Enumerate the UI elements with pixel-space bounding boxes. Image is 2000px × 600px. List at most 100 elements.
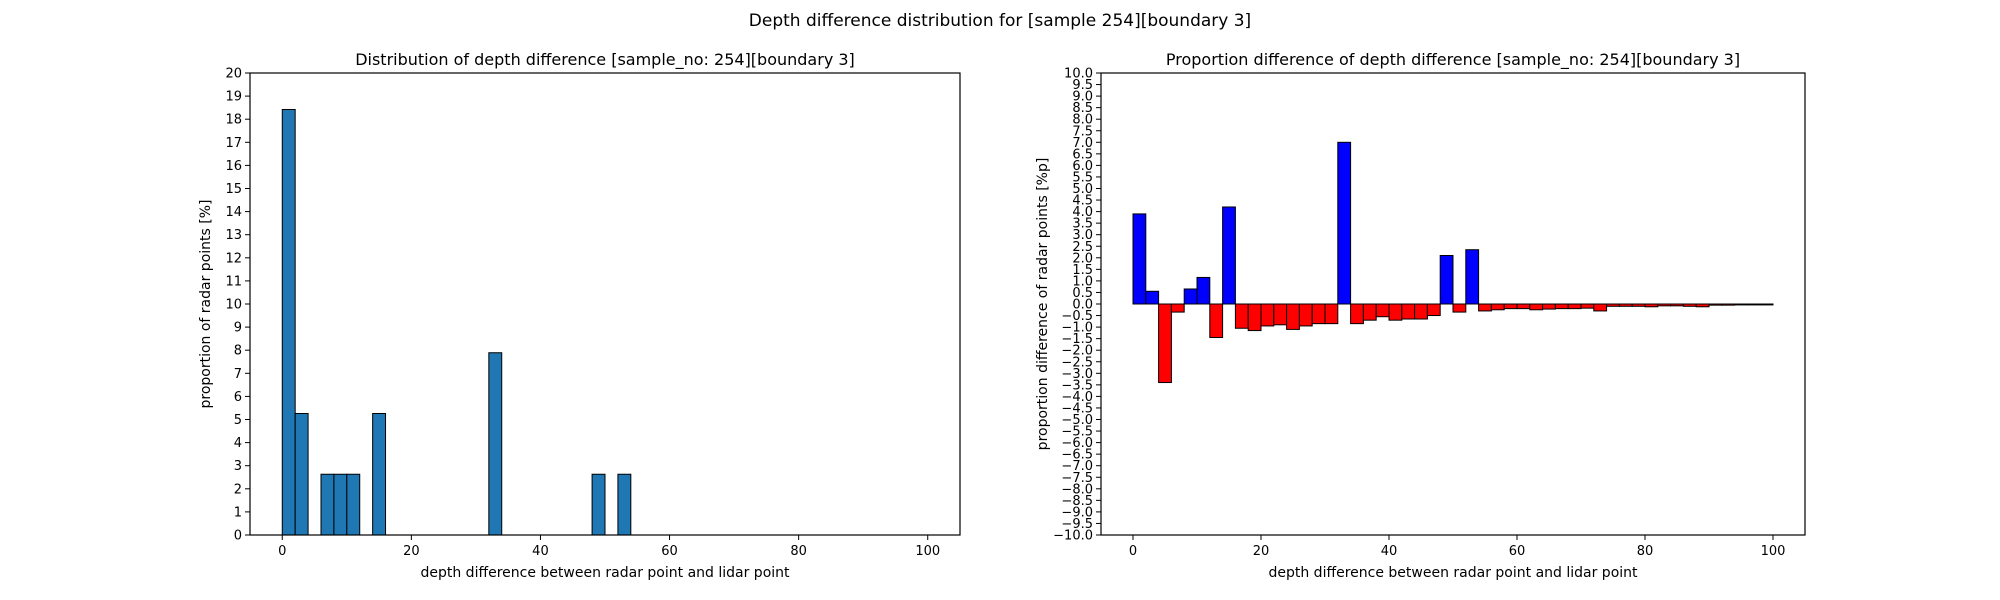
proportion-difference-chart: Proportion difference of depth differenc…	[1035, 50, 1806, 581]
y-tick-label: −1.5	[1061, 332, 1093, 347]
bar	[320, 473, 335, 536]
bar	[1375, 303, 1390, 318]
y-tick-label: 14	[225, 205, 242, 220]
bar	[1158, 303, 1172, 384]
bar	[1273, 303, 1288, 326]
bar	[1298, 303, 1313, 327]
x-axis-label: depth difference between radar point and…	[1268, 565, 1638, 581]
y-tick-label: −7.0	[1061, 459, 1093, 474]
y-tick-label: 7.0	[1072, 136, 1093, 151]
bar	[1465, 249, 1480, 305]
y-tick-label: 1	[234, 505, 242, 520]
y-tick-label: 18	[225, 113, 242, 128]
y-tick-label: 0	[234, 529, 242, 544]
y-tick-label: 9.0	[1072, 90, 1093, 105]
bar	[372, 412, 387, 536]
y-axis-label: proportion of radar points [%]	[198, 199, 214, 408]
bar	[281, 108, 296, 536]
y-tick-label: 6	[234, 390, 242, 405]
bar	[1414, 303, 1428, 320]
bar	[1593, 303, 1608, 312]
bar	[1657, 303, 1672, 307]
y-tick-label: 7	[234, 367, 242, 382]
bar	[1618, 303, 1633, 307]
bar	[294, 412, 309, 536]
y-tick-label: 4	[234, 436, 242, 451]
y-tick-label: 5	[234, 413, 242, 428]
bar	[1721, 303, 1736, 306]
y-tick-label: 5.5	[1072, 170, 1093, 185]
y-tick-label: −9.5	[1061, 517, 1093, 532]
x-tick-label: 60	[1509, 544, 1526, 559]
y-tick-label: −5.0	[1061, 413, 1093, 428]
x-tick-label: 20	[403, 544, 420, 559]
y-tick-label: 4.5	[1072, 194, 1093, 209]
bar	[1516, 303, 1531, 310]
y-tick-label: 3	[234, 459, 242, 474]
y-tick-label: −8.0	[1061, 482, 1093, 497]
x-axis-label: depth difference between radar point and…	[420, 565, 790, 581]
bar	[333, 473, 348, 536]
y-tick-label: −8.5	[1061, 494, 1093, 509]
y-tick-label: −7.5	[1061, 471, 1093, 486]
y-tick-label: 8.0	[1072, 113, 1093, 128]
y-tick-label: 19	[225, 90, 242, 105]
x-tick-label: 40	[1381, 544, 1398, 559]
bar	[1426, 303, 1441, 317]
bar	[1554, 303, 1569, 310]
y-tick-label: 5.0	[1072, 182, 1093, 197]
bar	[1606, 303, 1620, 307]
bar	[1183, 288, 1198, 305]
bar	[1695, 303, 1710, 308]
bar	[1311, 303, 1326, 325]
bar	[1362, 303, 1377, 321]
y-tick-label: −6.0	[1061, 436, 1093, 451]
chart-title: Proportion difference of depth differenc…	[1166, 50, 1740, 70]
y-tick-label: −10.0	[1053, 529, 1093, 544]
bar	[1670, 303, 1684, 307]
y-tick-label: 17	[225, 136, 242, 151]
y-tick-label: −0.5	[1061, 309, 1093, 324]
y-tick-label: 16	[225, 159, 242, 174]
bar	[1631, 303, 1646, 307]
bar	[1478, 303, 1492, 312]
y-tick-label: 12	[225, 251, 242, 266]
plot-frame	[249, 72, 961, 536]
bar	[1350, 303, 1364, 325]
bar	[1145, 290, 1160, 305]
bar	[617, 473, 632, 536]
bar	[1260, 303, 1275, 327]
bar	[1708, 303, 1723, 306]
y-tick-label: 10.0	[1064, 67, 1093, 82]
bar	[1132, 213, 1147, 305]
y-tick-label: 0.0	[1072, 298, 1093, 313]
bar	[1196, 276, 1211, 305]
y-tick-label: 20	[225, 67, 242, 82]
y-tick-label: −2.0	[1061, 344, 1093, 359]
bar	[1759, 303, 1774, 306]
bar	[1234, 303, 1249, 329]
y-tick-label: −4.0	[1061, 390, 1093, 405]
y-tick-label: 1.5	[1072, 263, 1093, 278]
y-tick-label: 2.5	[1072, 240, 1093, 255]
y-tick-label: 1.0	[1072, 274, 1093, 289]
bar	[1682, 303, 1697, 307]
bar	[1567, 303, 1582, 310]
y-tick-label: 13	[225, 228, 242, 243]
x-tick-label: 100	[1761, 544, 1786, 559]
bar	[1580, 303, 1595, 309]
bar	[346, 473, 361, 536]
bar	[1388, 303, 1403, 321]
y-tick-label: 6.5	[1072, 147, 1093, 162]
x-tick-label: 0	[1129, 544, 1137, 559]
bar	[1439, 254, 1454, 305]
y-tick-label: 6.0	[1072, 159, 1093, 174]
y-tick-label: 7.5	[1072, 124, 1093, 139]
bar	[1286, 303, 1300, 330]
bar	[591, 473, 606, 536]
y-tick-label: −4.5	[1061, 401, 1093, 416]
y-tick-label: 11	[225, 274, 242, 289]
y-tick-label: 10	[225, 298, 242, 313]
y-tick-label: 15	[225, 182, 242, 197]
